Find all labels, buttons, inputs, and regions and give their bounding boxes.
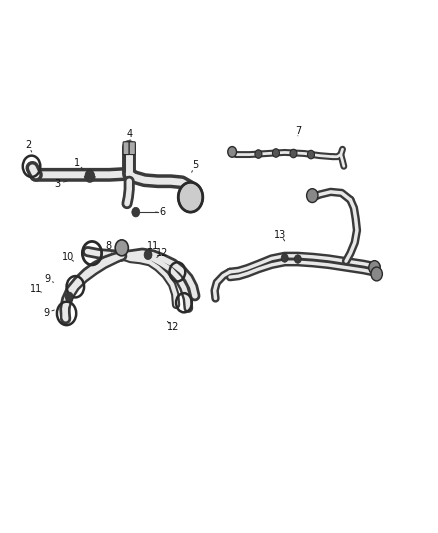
- Text: 4: 4: [126, 130, 132, 139]
- Circle shape: [307, 150, 314, 159]
- Text: 10: 10: [62, 253, 74, 262]
- FancyBboxPatch shape: [129, 142, 135, 155]
- Circle shape: [228, 147, 237, 157]
- Text: 11: 11: [30, 284, 42, 294]
- Text: 12: 12: [167, 322, 179, 332]
- Circle shape: [85, 170, 95, 182]
- Circle shape: [307, 189, 318, 203]
- Circle shape: [178, 182, 203, 212]
- Circle shape: [115, 240, 128, 256]
- Circle shape: [371, 267, 382, 281]
- Circle shape: [294, 255, 301, 263]
- Text: 7: 7: [295, 126, 301, 135]
- FancyBboxPatch shape: [123, 142, 129, 155]
- Circle shape: [255, 150, 262, 158]
- Text: 2: 2: [25, 140, 32, 150]
- Circle shape: [272, 149, 279, 157]
- Circle shape: [290, 149, 297, 158]
- Text: 6: 6: [159, 207, 165, 217]
- Circle shape: [369, 261, 380, 274]
- Circle shape: [132, 207, 140, 217]
- Circle shape: [65, 292, 73, 302]
- Text: 1: 1: [74, 158, 80, 167]
- Text: 13: 13: [274, 230, 286, 239]
- Text: 11: 11: [147, 241, 159, 251]
- Text: 9: 9: [44, 274, 50, 284]
- Text: 12: 12: [156, 248, 168, 258]
- Circle shape: [281, 254, 288, 262]
- Text: 3: 3: [54, 179, 60, 189]
- Text: 8: 8: [106, 241, 112, 251]
- Text: 9: 9: [43, 308, 49, 318]
- Circle shape: [144, 250, 152, 260]
- Text: 5: 5: [192, 160, 198, 170]
